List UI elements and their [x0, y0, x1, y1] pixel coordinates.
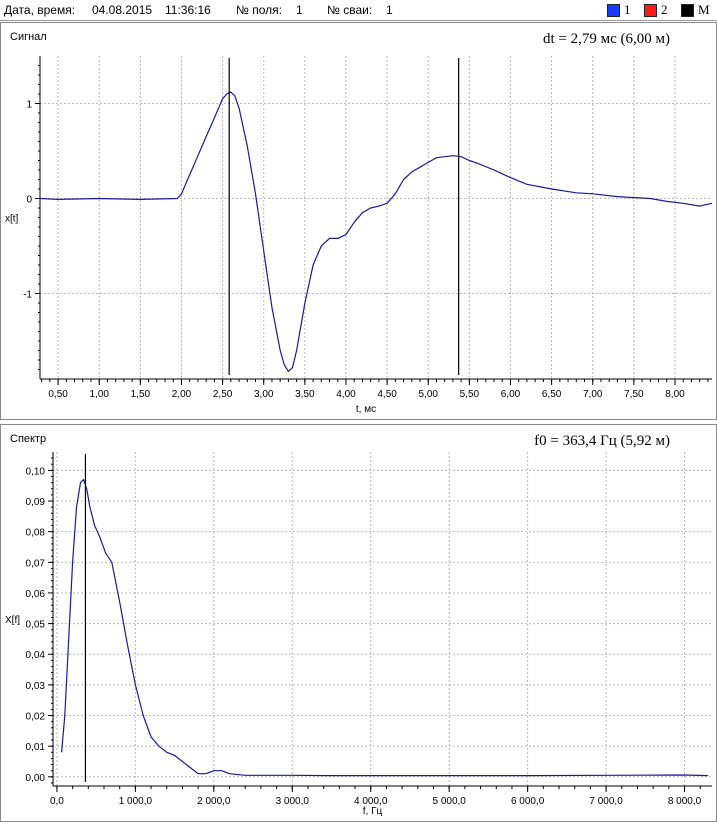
x-tick-label-8: 4,50 [377, 389, 397, 400]
legend-swatch-1 [607, 3, 620, 17]
x-tick-label-12: 6,50 [542, 389, 562, 400]
x-tick-label-7: 7 000,0 [589, 796, 623, 807]
pile-value: 1 [386, 3, 393, 17]
y-tick-label-6: 0,06 [26, 589, 46, 600]
date-label: Дата, время: [4, 3, 76, 17]
y-tick-label-1: 0,01 [26, 742, 46, 753]
x-tick-label-6: 6 000,0 [511, 796, 545, 807]
y-tick-label-8: 0,08 [26, 528, 46, 539]
header-bar: Дата, время: 04.08.2015 11:36:16 № поля:… [0, 0, 717, 21]
x-tick-label-1: 1,00 [89, 389, 109, 400]
series-line [39, 91, 713, 372]
legend-item-2[interactable]: 2 [644, 2, 668, 18]
x-tick-label-2: 2 000,0 [197, 796, 231, 807]
x-tick-label-5: 3,00 [254, 389, 274, 400]
x-tick-label-5: 5 000,0 [432, 796, 466, 807]
legend-label-2: 2 [661, 2, 668, 17]
y-axis-label: X[f] [5, 615, 20, 626]
x-tick-label-13: 7,00 [583, 389, 603, 400]
signal-chart[interactable]: Сигнал dt = 2,79 мс (6,00 м) 0,50 1,00 1,50 2… [0, 22, 717, 420]
y-tick-label-1: 0 [26, 195, 32, 206]
panel-frame [0, 424, 717, 822]
pile-label: № сваи: [327, 3, 373, 17]
x-tick-label-14: 7,50 [624, 389, 644, 400]
y-tick-label-5: 0,05 [26, 620, 46, 631]
field-value: 1 [296, 3, 303, 17]
x-axis-label: t, мс [356, 404, 376, 415]
spectrum-chart[interactable]: Спектр f0 = 363,4 Гц (5,92 м) 0,0 1 000,0 2 … [0, 424, 717, 822]
legend-swatch-m [681, 3, 694, 17]
panel-frame [0, 22, 717, 420]
y-tick-label-7: 0,07 [26, 558, 46, 569]
y-tick-label-2: 0,02 [26, 712, 46, 723]
series-line [61, 478, 709, 777]
x-tick-label-9: 5,00 [418, 389, 438, 400]
x-tick-label-1: 1 000,0 [119, 796, 153, 807]
readout-label: f0 = 363,4 Гц (5,92 м) [534, 433, 670, 449]
readout-label: dt = 2,79 мс (6,00 м) [543, 31, 670, 47]
x-tick-label-4: 2,50 [213, 389, 233, 400]
x-tick-label-6: 3,50 [295, 389, 315, 400]
y-axis-label: x[t] [5, 214, 19, 225]
x-tick-label-3: 3 000,0 [276, 796, 310, 807]
y-tick-label-9: 0,09 [26, 497, 46, 508]
y-tick-label-3: 0,03 [26, 681, 46, 692]
x-tick-label-8: 8 000,0 [668, 796, 702, 807]
legend-label-1: 1 [624, 2, 631, 17]
x-tick-label-15: 8,00 [665, 389, 685, 400]
panel-title: Сигнал [10, 31, 47, 43]
x-tick-label-0: 0,0 [50, 796, 64, 807]
x-tick-label-7: 4,00 [336, 389, 356, 400]
panel-title: Спектр [10, 433, 46, 445]
y-tick-label-4: 0,04 [26, 650, 46, 661]
field-label: № поля: [236, 3, 282, 17]
y-tick-label-0: 0,00 [26, 773, 46, 784]
x-axis-label: f, Гц [363, 806, 383, 817]
x-tick-label-3: 2,00 [172, 389, 192, 400]
legend-item-1[interactable]: 1 [607, 2, 631, 18]
x-tick-label-2: 1,50 [131, 389, 151, 400]
x-tick-label-10: 5,50 [460, 389, 480, 400]
time-value: 11:36:16 [165, 3, 211, 17]
y-tick-label-0: 1 [26, 100, 32, 111]
legend-item-m[interactable]: М [681, 2, 710, 18]
y-tick-label-2: -1 [23, 290, 32, 301]
x-tick-label-0: 0,50 [48, 389, 68, 400]
y-tick-label-10: 0,10 [26, 466, 46, 477]
x-tick-label-4: 4 000,0 [354, 796, 388, 807]
legend-swatch-2 [644, 3, 657, 17]
x-tick-label-11: 6,00 [501, 389, 521, 400]
legend-label-m: М [698, 2, 710, 17]
date-value: 04.08.2015 [92, 3, 153, 17]
